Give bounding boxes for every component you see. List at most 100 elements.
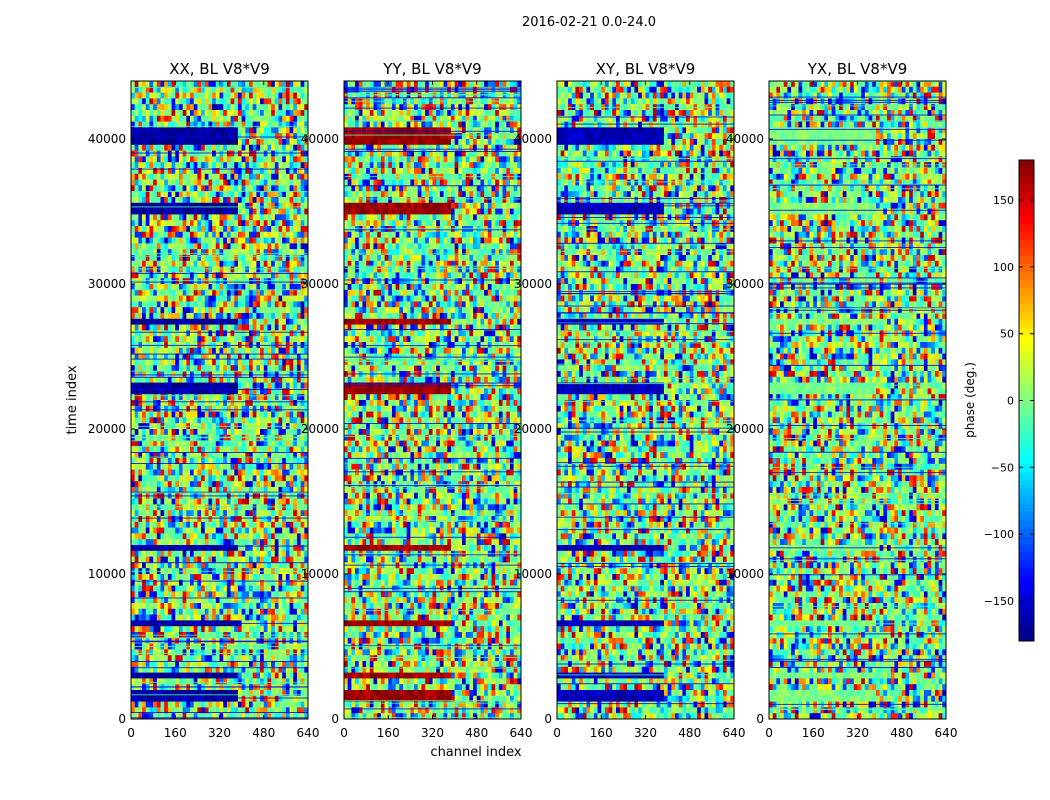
heat-cell (131, 330, 135, 337)
heat-cell (249, 597, 253, 604)
heat-cell (237, 330, 242, 337)
heat-cell (296, 301, 301, 308)
heat-cell (293, 115, 298, 122)
heat-cell (149, 429, 154, 436)
heat-cell (223, 359, 228, 366)
heat-cell (296, 208, 301, 215)
heat-cell (237, 284, 242, 291)
heat-cell (267, 359, 272, 366)
heat-cell (208, 266, 213, 273)
heat-cell (296, 86, 301, 93)
heat-cell (260, 191, 265, 198)
heat-cell (212, 121, 217, 128)
heat-cell (226, 481, 231, 488)
heat-cell (296, 498, 301, 505)
heat-cell (131, 394, 135, 401)
heat-cell (186, 324, 191, 331)
heat-cell (237, 655, 242, 662)
heat-cell (237, 318, 242, 325)
heat-cell (138, 510, 143, 517)
heat-cell (164, 382, 169, 389)
heat-cell (256, 92, 261, 99)
heat-cell (249, 539, 253, 546)
heat-cell (237, 498, 242, 505)
heat-cell (252, 498, 257, 505)
heat-cell (149, 405, 154, 412)
heat-cell (208, 672, 213, 679)
heat-cell (245, 243, 250, 250)
heat-cell (300, 185, 305, 192)
heat-cell (186, 405, 191, 412)
heat-cell (131, 469, 135, 476)
heat-cell (197, 597, 202, 604)
heat-cell (201, 289, 206, 296)
heat-cell (142, 417, 147, 424)
heat-cell (271, 359, 276, 366)
heat-cell (296, 179, 301, 186)
heat-cell (263, 516, 268, 523)
heat-cell (304, 324, 308, 331)
heat-cell (175, 545, 180, 552)
heat-cell (145, 539, 150, 546)
heat-cell (138, 533, 143, 540)
heat-cell (142, 475, 147, 482)
heat-cell (304, 104, 308, 111)
heat-cell (186, 539, 191, 546)
heat-cell (153, 284, 158, 291)
heat-cell (160, 458, 165, 465)
heat-cell (193, 458, 198, 465)
heat-cell (201, 614, 206, 621)
heat-cell (249, 92, 253, 99)
heat-cell (171, 539, 176, 546)
heat-cell (296, 110, 301, 117)
heat-cell (149, 545, 154, 552)
heat-cell (160, 266, 165, 273)
heat-cell (215, 661, 220, 668)
heat-cell (234, 144, 239, 151)
heat-cell (274, 202, 279, 209)
heat-cell (296, 226, 301, 233)
heat-cell (234, 504, 239, 511)
heat-cell (197, 533, 202, 540)
heat-cell (204, 446, 209, 453)
heat-cell (156, 446, 161, 453)
heat-cell (167, 249, 172, 256)
heat-cell (293, 243, 298, 250)
heat-cell (252, 284, 257, 291)
heat-cell (156, 156, 161, 163)
heat-cell (201, 550, 206, 557)
heat-cell (212, 243, 217, 250)
heat-cell (219, 202, 224, 209)
heat-cell (178, 284, 183, 291)
heat-cell (249, 446, 253, 453)
heat-cell (271, 388, 276, 395)
heat-cell (226, 545, 231, 552)
heat-cell (219, 133, 224, 140)
heat-cell (160, 301, 165, 308)
heat-cell (160, 487, 165, 494)
heat-cell (256, 324, 261, 331)
heat-cell (237, 666, 242, 673)
heat-cell (219, 626, 224, 633)
heat-cell (149, 440, 154, 447)
heat-cell (156, 614, 161, 621)
heat-cell (175, 139, 180, 146)
heat-cell (226, 197, 231, 204)
heat-cell (156, 458, 161, 465)
heat-cell (282, 86, 287, 93)
heat-cell (241, 226, 246, 233)
heat-cell (223, 202, 228, 209)
heat-cell (300, 243, 305, 250)
heat-cell (249, 440, 253, 447)
heat-cell (178, 446, 183, 453)
heat-cell (234, 110, 239, 117)
heat-cell (226, 208, 231, 215)
heat-cell (241, 301, 246, 308)
heat-cell (249, 510, 253, 517)
heat-cell (171, 429, 176, 436)
heat-cell (296, 603, 301, 610)
heat-cell (263, 330, 268, 337)
heat-cell (285, 608, 290, 615)
heat-cell (164, 260, 169, 267)
heat-cell (260, 173, 265, 180)
